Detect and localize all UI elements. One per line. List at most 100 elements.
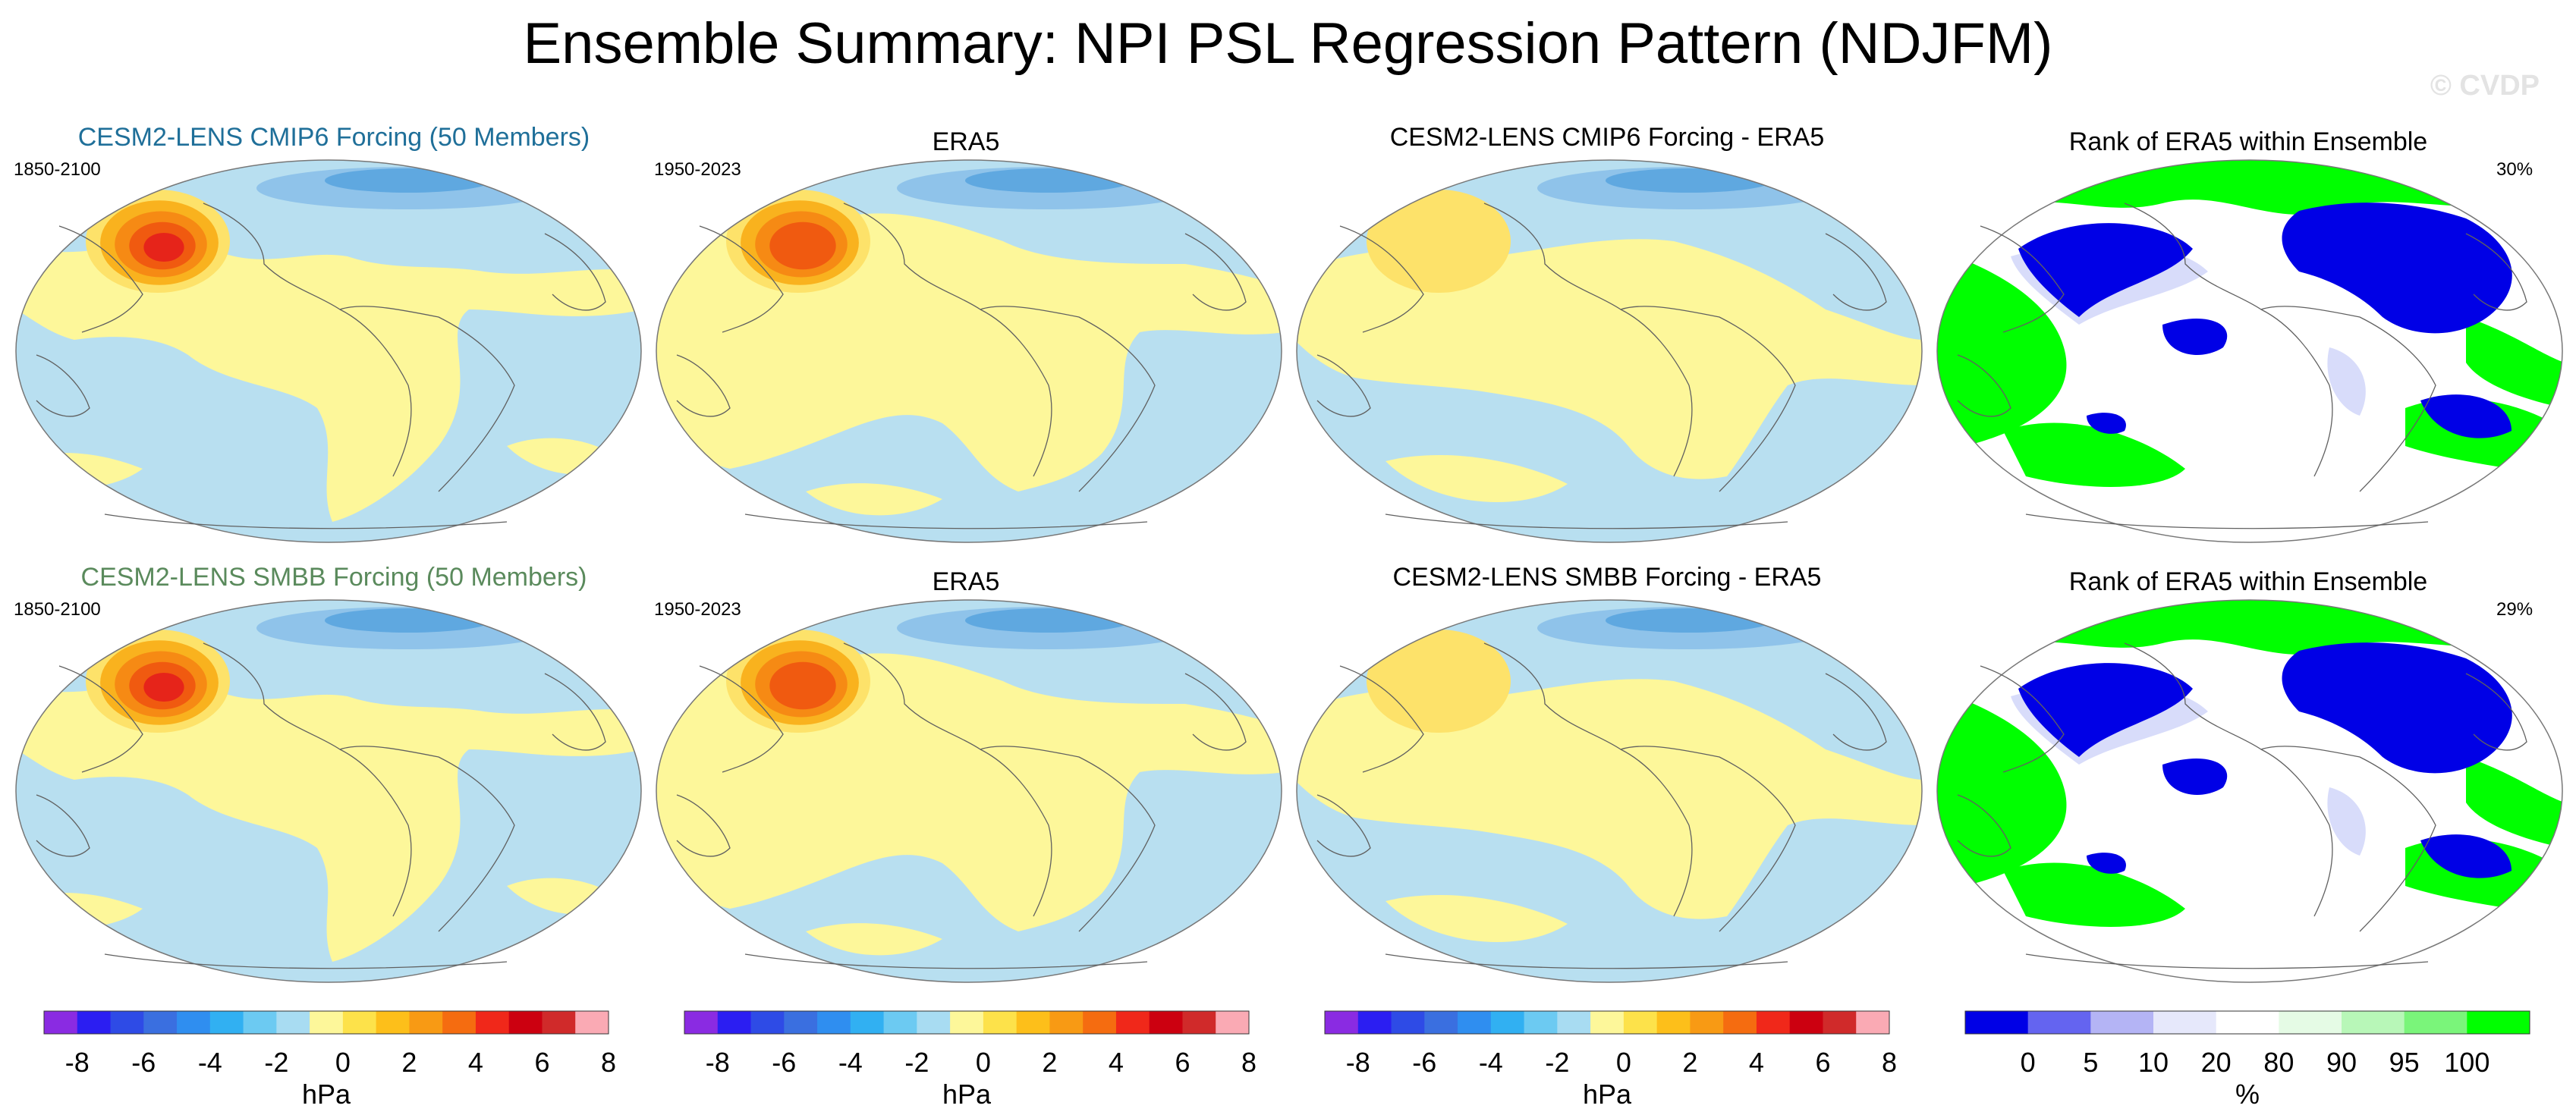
globe-outline <box>1936 599 2563 983</box>
colorbar-tick-label: 8 <box>1882 1047 1897 1078</box>
map-fill-group <box>656 600 1282 982</box>
map-diff-smbb <box>1296 599 1923 983</box>
colorbar-frame <box>43 1010 609 1035</box>
coastline <box>2025 953 2429 969</box>
colorbar-tick-label: -2 <box>904 1047 929 1078</box>
colorbar-swatch <box>2027 1011 2091 1034</box>
coastline <box>2465 233 2527 311</box>
colorbar-tick-label: 4 <box>1109 1047 1124 1078</box>
coastline <box>676 354 731 417</box>
rank-region-blue <box>2162 318 2228 355</box>
colorbar-swatch <box>143 1011 178 1034</box>
rank-region-blue <box>2087 853 2126 874</box>
panel-title-obs-2: ERA5 <box>932 567 1000 596</box>
coastline <box>58 665 143 773</box>
colorbar-swatch <box>917 1011 951 1034</box>
rank-region-blue <box>2420 834 2512 878</box>
colorbar-tick-label: 20 <box>2201 1047 2232 1078</box>
colorbar-swatch <box>1623 1011 1658 1034</box>
coastline <box>104 953 508 969</box>
colorbar-swatch <box>1325 1011 1359 1034</box>
coastline <box>1316 354 1371 417</box>
colorbar-frame <box>1324 1010 1890 1035</box>
colorbar-swatch <box>1016 1011 1050 1034</box>
positive-anomaly-region <box>16 241 641 522</box>
colorbar-tick-label: 100 <box>2444 1047 2490 1078</box>
colorbar-swatch <box>409 1011 443 1034</box>
colorbar-swatch <box>44 1011 78 1034</box>
colorbar-swatch <box>2279 1011 2342 1034</box>
colorbar-swatch <box>1115 1011 1150 1034</box>
coastline <box>1620 306 1796 492</box>
rank-region-blue <box>2018 663 2193 757</box>
positive-anomaly-region <box>1297 679 1922 919</box>
rank-percent-2: 29% <box>2496 599 2534 620</box>
positive-contour <box>143 672 184 702</box>
colorbar-swatch <box>950 1011 984 1034</box>
colorbar-frame <box>1964 1010 2530 1035</box>
rank-region-green <box>1937 249 2067 454</box>
colorbar-tick-label: -8 <box>65 1047 90 1078</box>
coastline <box>2465 673 2527 751</box>
map-fill-group <box>1297 600 1922 982</box>
colorbar-tick-label: 4 <box>1749 1047 1764 1078</box>
colorbar-swatch <box>342 1011 377 1034</box>
colorbar-swatch <box>243 1011 277 1034</box>
colorbar-tick-label: -6 <box>1412 1047 1436 1078</box>
colorbar-tick-label: 6 <box>1175 1047 1190 1078</box>
globe-outline <box>1936 159 2563 543</box>
coastline <box>676 794 731 857</box>
rank-region-green <box>2003 422 2185 487</box>
coastline <box>1385 953 1788 969</box>
colorbar-swatch <box>276 1011 310 1034</box>
colorbar-swatch <box>983 1011 1018 1034</box>
colorbar-model: -8 -6 -4 -2 0 2 4 6 8 hPa <box>43 1010 616 1110</box>
colorbar-tick-label: -8 <box>1346 1047 1370 1078</box>
positive-contour <box>769 661 836 710</box>
colorbar-tick-label: -6 <box>131 1047 156 1078</box>
coastline <box>544 673 606 751</box>
colorbar-swatch <box>310 1011 344 1034</box>
colorbar-tick-label: 10 <box>2138 1047 2169 1078</box>
watermark: © CVDP <box>2430 70 2540 102</box>
coastline <box>2025 514 2429 529</box>
colorbar-tick-label: 80 <box>2263 1047 2294 1078</box>
coastline <box>1825 673 1887 751</box>
colorbar-swatch <box>750 1011 785 1034</box>
rank-region-lightblue <box>2327 787 2366 856</box>
colorbar-swatch <box>717 1011 752 1034</box>
rank-region-lightblue <box>2327 347 2366 416</box>
panel-title-rank-1: Rank of ERA5 within Ensemble <box>2068 127 2428 156</box>
coastline <box>1825 233 1887 311</box>
colorbar-swatch <box>1856 1011 1890 1034</box>
globe-outline <box>15 599 642 983</box>
negative-contour <box>1606 168 1772 193</box>
rank-region-blue <box>1937 674 1958 730</box>
coastline <box>980 306 1156 492</box>
colorbar-swatch <box>1458 1011 1492 1034</box>
colorbar-tick-label: -8 <box>706 1047 730 1078</box>
period-label-model-smbb: 1850-2100 <box>14 599 101 620</box>
negative-contour <box>325 168 492 193</box>
map-obs-1 <box>656 159 1282 543</box>
colorbar-tick-label: -4 <box>198 1047 222 1078</box>
colorbar-tick-label: -6 <box>772 1047 796 1078</box>
panel-title-rank-2: Rank of ERA5 within Ensemble <box>2068 567 2428 596</box>
colorbar-swatch <box>1823 1011 1857 1034</box>
coastline <box>544 233 606 311</box>
globe-outline <box>15 159 642 543</box>
coastline <box>699 225 784 333</box>
colorbar-swatch <box>209 1011 244 1034</box>
colorbar-tick-label: 2 <box>401 1047 417 1078</box>
coastline <box>1980 665 2065 773</box>
rank-percent-1: 30% <box>2496 159 2534 180</box>
coastline <box>699 665 784 773</box>
colorbar-swatch <box>817 1011 851 1034</box>
colorbar-tick-label: 0 <box>1616 1047 1631 1078</box>
map-fill-group <box>16 600 641 982</box>
globe-outline <box>656 599 1282 983</box>
colorbar-tick-label: 2 <box>1042 1047 1057 1078</box>
colorbar-swatch <box>1789 1011 1823 1034</box>
colorbar-swatch <box>1490 1011 1525 1034</box>
rank-region-blue <box>2087 413 2126 434</box>
